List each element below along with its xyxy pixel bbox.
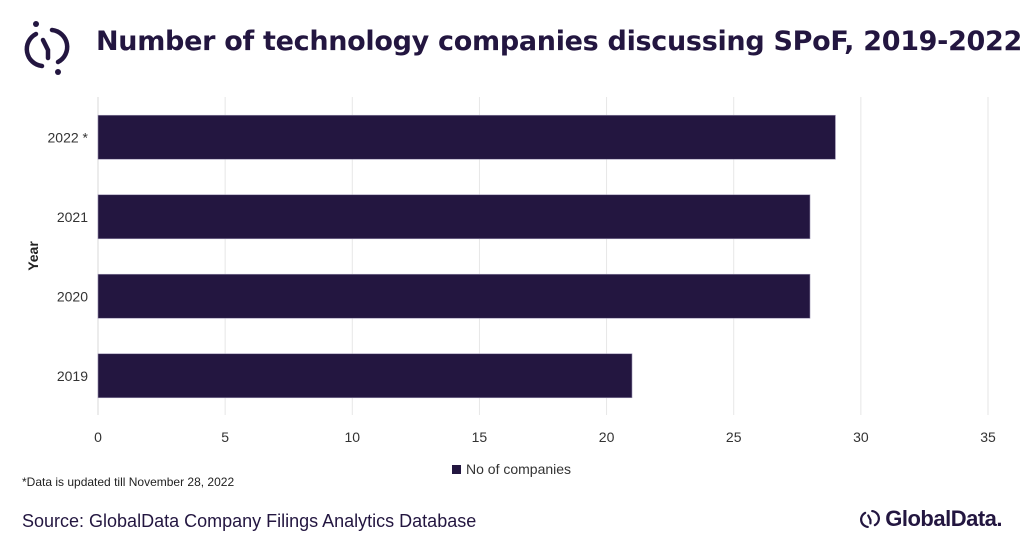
bar-2019	[97, 353, 633, 399]
globaldata-brand: GlobalData.	[859, 506, 1002, 532]
globaldata-small-logo-icon	[860, 509, 881, 529]
y-tick-label: 2020	[57, 288, 88, 304]
y-tick-label: 2022 *	[48, 129, 89, 145]
x-tick-label: 25	[726, 429, 742, 445]
bar-chart: 0 5 10 15 20 25 30 35 2022 * 2021 2020 2019 Year No o…	[25, 97, 996, 477]
x-tick-label: 35	[980, 429, 996, 445]
y-tick-label: 2021	[57, 209, 88, 225]
x-tick-label: 20	[599, 429, 615, 445]
y-tick-label: 2019	[57, 368, 88, 384]
chart-title: Number of technology companies discussin…	[96, 26, 1023, 57]
bar-2020	[97, 273, 811, 319]
brand-name: GlobalData.	[885, 506, 1002, 531]
x-tick-label: 15	[472, 429, 488, 445]
x-tick-label: 10	[344, 429, 360, 445]
footnote: *Data is updated till November 28, 2022	[22, 475, 235, 489]
legend-swatch	[452, 465, 461, 474]
x-tick-label: 30	[853, 429, 869, 445]
legend-label: No of companies	[466, 461, 571, 477]
bar-2021	[97, 194, 811, 240]
globaldata-logo-icon	[24, 21, 70, 75]
y-axis-label: Year	[25, 241, 41, 271]
x-tick-label: 5	[221, 429, 229, 445]
bar-2022	[97, 114, 836, 160]
source-text: Source: GlobalData Company Filings Analy…	[22, 511, 477, 531]
x-tick-label: 0	[94, 429, 102, 445]
